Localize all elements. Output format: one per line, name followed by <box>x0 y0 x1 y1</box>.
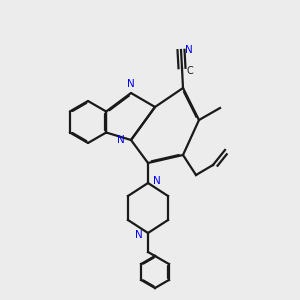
Text: N: N <box>153 176 161 186</box>
Text: N: N <box>135 230 143 240</box>
Text: N: N <box>185 45 193 55</box>
Text: N: N <box>127 79 135 89</box>
Text: C: C <box>187 66 194 76</box>
Text: N: N <box>117 135 125 145</box>
